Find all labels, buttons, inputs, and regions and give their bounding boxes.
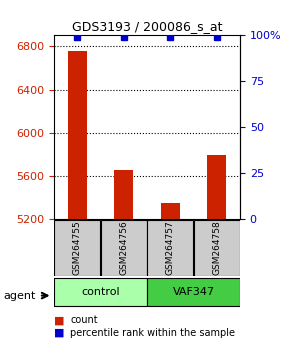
FancyBboxPatch shape bbox=[55, 220, 100, 275]
FancyBboxPatch shape bbox=[55, 278, 146, 306]
Bar bbox=[68, 51, 87, 219]
Text: ■: ■ bbox=[54, 315, 64, 325]
Text: ■: ■ bbox=[54, 328, 64, 338]
Text: GSM264755: GSM264755 bbox=[73, 221, 82, 275]
FancyBboxPatch shape bbox=[194, 220, 239, 275]
Bar bbox=[161, 203, 179, 219]
Text: agent: agent bbox=[3, 291, 35, 301]
Bar bbox=[115, 170, 133, 219]
FancyBboxPatch shape bbox=[101, 220, 146, 275]
Text: count: count bbox=[70, 315, 98, 325]
Text: percentile rank within the sample: percentile rank within the sample bbox=[70, 328, 236, 338]
Bar bbox=[208, 154, 226, 219]
Text: GSM264756: GSM264756 bbox=[119, 221, 128, 275]
FancyBboxPatch shape bbox=[148, 278, 239, 306]
Title: GDS3193 / 200086_s_at: GDS3193 / 200086_s_at bbox=[72, 20, 222, 33]
Text: GSM264757: GSM264757 bbox=[166, 221, 175, 275]
Text: GSM264758: GSM264758 bbox=[212, 221, 221, 275]
FancyBboxPatch shape bbox=[148, 220, 193, 275]
Text: control: control bbox=[81, 287, 120, 297]
Text: VAF347: VAF347 bbox=[172, 287, 214, 297]
